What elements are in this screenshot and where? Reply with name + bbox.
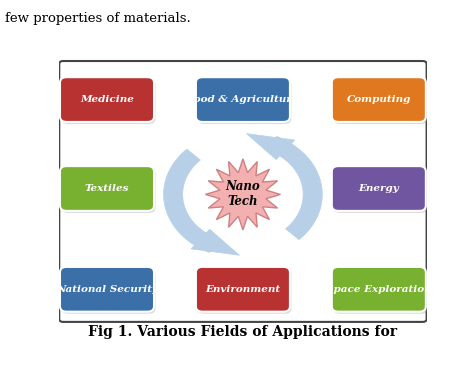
Polygon shape	[205, 159, 281, 230]
Text: Food & Agriculture: Food & Agriculture	[187, 95, 299, 104]
Text: Space Exploration: Space Exploration	[326, 285, 432, 294]
Text: Medicine: Medicine	[80, 95, 134, 104]
FancyBboxPatch shape	[196, 267, 290, 312]
Text: National Security: National Security	[56, 285, 158, 294]
Polygon shape	[268, 136, 322, 240]
FancyBboxPatch shape	[332, 166, 426, 211]
FancyBboxPatch shape	[60, 267, 154, 312]
FancyBboxPatch shape	[333, 168, 428, 213]
FancyBboxPatch shape	[62, 168, 155, 213]
FancyBboxPatch shape	[333, 269, 428, 314]
FancyBboxPatch shape	[62, 269, 155, 314]
Text: Computing: Computing	[346, 95, 411, 104]
Text: Fig 1. Various Fields of Applications for: Fig 1. Various Fields of Applications fo…	[89, 325, 397, 339]
FancyBboxPatch shape	[332, 77, 426, 122]
FancyBboxPatch shape	[197, 269, 292, 314]
FancyBboxPatch shape	[333, 79, 428, 124]
Text: Energy: Energy	[358, 184, 399, 193]
FancyBboxPatch shape	[197, 79, 292, 124]
FancyBboxPatch shape	[62, 79, 155, 124]
FancyBboxPatch shape	[332, 267, 426, 312]
Polygon shape	[191, 229, 239, 255]
Text: few properties of materials.: few properties of materials.	[5, 12, 191, 25]
Polygon shape	[246, 134, 295, 159]
Text: Nano
Tech: Nano Tech	[226, 181, 260, 208]
Text: Environment: Environment	[205, 285, 281, 294]
Text: Textiles: Textiles	[85, 184, 129, 193]
Polygon shape	[164, 149, 218, 253]
FancyBboxPatch shape	[196, 77, 290, 122]
FancyBboxPatch shape	[59, 61, 427, 322]
FancyBboxPatch shape	[60, 77, 154, 122]
FancyBboxPatch shape	[60, 166, 154, 211]
